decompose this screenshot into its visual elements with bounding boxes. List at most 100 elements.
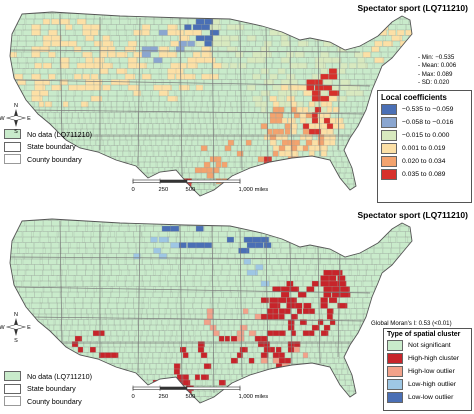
coefficient-legend-item: −0.015 to 0.000 — [378, 129, 471, 142]
scale-bar: 0 250 500 1,000 miles — [132, 385, 269, 400]
state-boundary-line — [337, 45, 341, 151]
county-cell — [197, 324, 204, 331]
legend-label: 0.020 to 0.034 — [402, 158, 446, 165]
compass-label: E — [27, 325, 31, 331]
county-cell — [218, 335, 225, 342]
county-cell — [408, 225, 412, 232]
county-cell — [10, 236, 14, 243]
map-decorations: N S E W 0 250 500 1,000 miles — [0, 103, 269, 193]
compass-label: N — [14, 103, 18, 109]
county-cell — [209, 368, 216, 375]
legend-swatch — [381, 156, 397, 167]
state-boundary-line — [317, 39, 321, 157]
county-cell — [170, 128, 177, 135]
north-arrow-icon: N S E W — [0, 103, 31, 135]
legend-label: County boundary — [27, 154, 82, 164]
county-cell — [134, 335, 141, 342]
map-decorations: N S E W 0 250 500 1,000 miles — [0, 312, 269, 400]
legend-swatch — [4, 141, 21, 152]
county-cell — [152, 335, 159, 342]
county-cell — [136, 247, 146, 254]
scale-tick-label: 250 — [159, 187, 169, 193]
state-boundary-line — [289, 35, 293, 159]
scale-tick-label: 1,000 miles — [239, 394, 269, 400]
county-cell — [191, 139, 198, 146]
coefficient-legend-item: 0.035 to 0.089 — [378, 168, 471, 181]
county-cell — [331, 269, 343, 276]
compass-label: S — [14, 129, 18, 135]
county-cell — [10, 68, 14, 75]
legend-swatch — [381, 169, 397, 180]
county-cell — [42, 225, 54, 232]
county-cell — [281, 117, 288, 124]
base-legend: No data (LQ711210) State boundary County b… — [4, 128, 92, 166]
county-cell — [227, 368, 234, 375]
county-cell — [194, 128, 201, 135]
legend-swatch — [381, 117, 397, 128]
legend-label: State boundary — [27, 142, 76, 152]
scale-tick-label: 0 — [132, 187, 135, 193]
county-cell — [136, 84, 146, 91]
coefficient-legend: Local coefficients −0.535 to −0.059 −0.05… — [377, 90, 472, 203]
scale-bar: 0 250 500 1,000 miles — [132, 178, 269, 193]
coefficient-stats: - Min: −0.535 - Mean: 0.006 - Max: 0.089… — [418, 54, 456, 87]
base-legend-item: State boundary — [4, 141, 92, 154]
map-title: Spectator sport (LQ711210) — [357, 3, 468, 13]
stat-max: - Max: 0.089 — [418, 70, 453, 78]
map-panel-local-coefficients: Spectator sport (LQ711210) - Min: −0.535… — [0, 3, 472, 203]
compass-label: W — [0, 116, 5, 122]
state-boundary-line — [59, 13, 63, 141]
state-boundary-line — [29, 109, 367, 115]
county-cell — [314, 62, 326, 69]
compass-label: N — [14, 312, 18, 318]
compass-label: W — [0, 325, 5, 331]
county-cell — [110, 128, 117, 135]
legend-title: Local coefficients — [381, 93, 447, 102]
stat-sd: - SD: 0.020 — [418, 78, 450, 86]
county-cell — [215, 346, 222, 353]
state-boundary-line — [211, 18, 215, 187]
base-legend-item: County boundary — [4, 153, 92, 166]
compass-label: S — [14, 338, 18, 344]
county-cell — [269, 346, 276, 353]
coefficient-legend-item: −0.058 to −0.016 — [378, 116, 471, 129]
coefficient-legend-item: 0.020 to 0.034 — [378, 155, 471, 168]
legend-swatch — [381, 143, 397, 154]
us-county-map-coefficients — [9, 11, 413, 197]
state-boundary-line — [13, 79, 371, 87]
county-cell — [119, 225, 130, 232]
county-cell — [263, 269, 275, 276]
county-cell — [408, 18, 412, 25]
county-cell — [218, 172, 225, 179]
county-cell — [10, 253, 14, 260]
legend-swatch — [381, 130, 397, 141]
scale-tick-label: 1,000 miles — [239, 187, 269, 193]
county-cell — [350, 313, 357, 320]
legend-swatch — [381, 104, 397, 115]
county-cell — [152, 150, 159, 157]
legend-label: −0.535 to −0.059 — [402, 106, 454, 113]
base-legend-item: No data (LQ711210) — [4, 128, 92, 141]
map-panel-spatial-cluster: Spectator sport (LQ711210) Global Moran'… — [0, 207, 474, 414]
county-cell — [224, 128, 231, 135]
coefficient-legend-item: −0.535 to −0.059 — [378, 103, 471, 116]
scale-tick-label: 0 — [132, 394, 135, 400]
county-cell — [357, 291, 368, 298]
county-cell — [257, 346, 264, 353]
stat-min: - Min: −0.535 — [418, 54, 455, 61]
scale-tick-label: 250 — [159, 394, 169, 400]
county-cell — [89, 139, 96, 146]
county-cell — [125, 324, 132, 331]
state-boundary-line — [137, 17, 141, 167]
legend-label: −0.015 to 0.000 — [402, 132, 450, 139]
legend-label: 0.001 to 0.019 — [402, 145, 446, 152]
state-boundary-line — [179, 17, 183, 177]
county-cell — [191, 324, 198, 331]
north-arrow-icon: N S E W — [0, 312, 31, 344]
county-cell — [382, 40, 394, 47]
state-boundary-line — [239, 21, 243, 171]
county-cell — [164, 106, 170, 113]
county-cell — [251, 346, 258, 353]
country-outline — [9, 11, 413, 197]
county-cell — [246, 269, 258, 276]
